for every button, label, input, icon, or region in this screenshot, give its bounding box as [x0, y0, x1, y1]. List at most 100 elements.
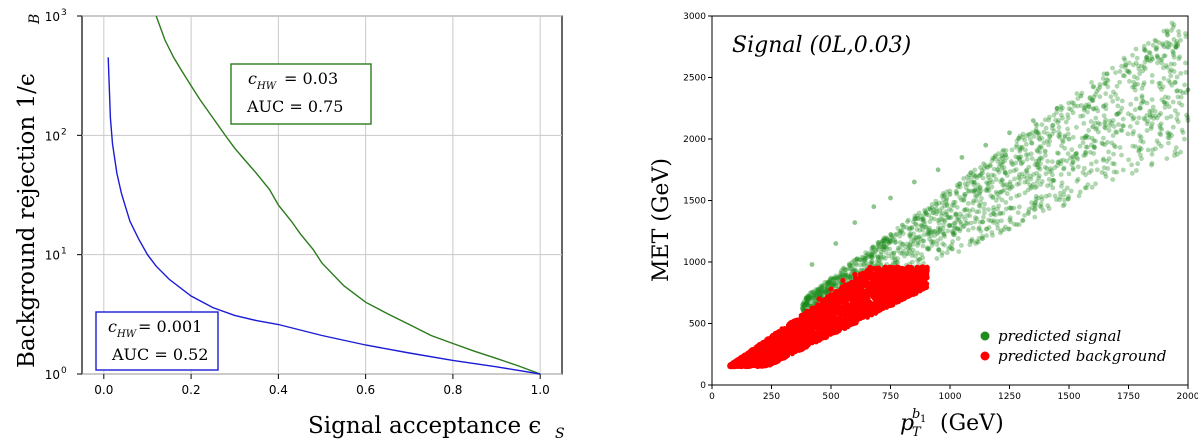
background-point — [890, 274, 897, 280]
background-point — [779, 348, 786, 354]
background-point — [794, 320, 800, 326]
background-point — [899, 267, 905, 273]
background-point — [754, 357, 760, 363]
signal-point — [940, 230, 946, 235]
background-point — [808, 338, 814, 344]
background-point — [878, 301, 885, 307]
signal-point — [979, 196, 984, 201]
background-point — [818, 312, 824, 318]
background-point — [763, 356, 769, 362]
background-point — [765, 362, 772, 368]
background-point — [780, 330, 786, 336]
background-point — [913, 268, 919, 274]
signal-point — [1165, 32, 1170, 38]
background-point — [739, 357, 745, 363]
background-point — [759, 361, 765, 367]
signal-point — [1153, 46, 1159, 51]
signal-point — [897, 230, 903, 236]
background-point — [731, 360, 737, 366]
background-point — [755, 359, 761, 365]
signal-point — [874, 244, 880, 250]
signal-point — [1094, 89, 1100, 94]
background-point — [920, 281, 926, 287]
background-point — [813, 307, 819, 313]
background-point — [902, 269, 909, 275]
background-point — [881, 275, 888, 281]
signal-point — [1103, 102, 1109, 108]
background-point — [904, 294, 910, 300]
background-point — [828, 319, 834, 325]
background-point — [740, 361, 746, 367]
background-point — [766, 340, 772, 346]
signal-point — [846, 262, 852, 268]
background-point — [760, 363, 766, 369]
background-point — [891, 295, 897, 301]
signal-point — [1122, 64, 1128, 70]
signal-point — [993, 189, 999, 195]
background-point — [913, 276, 920, 282]
signal-point — [918, 213, 924, 219]
background-point — [818, 308, 825, 314]
background-point — [916, 280, 922, 286]
background-point — [732, 362, 738, 368]
signal-point — [1013, 167, 1019, 173]
background-point — [740, 356, 746, 362]
background-point — [848, 294, 854, 300]
background-point — [815, 304, 821, 310]
background-point — [727, 363, 733, 369]
signal-point — [1016, 135, 1022, 141]
background-point — [776, 333, 782, 339]
background-point — [789, 340, 795, 346]
signal-point — [815, 296, 821, 302]
background-point — [766, 355, 772, 361]
roc-y-tick-exponent: 2 — [61, 127, 67, 137]
signal-point — [822, 283, 827, 289]
signal-point — [882, 256, 888, 261]
signal-point — [905, 251, 911, 257]
roc-y-tick-label: 10 — [45, 249, 60, 263]
background-point — [922, 270, 928, 276]
background-point — [752, 358, 759, 364]
signal-point — [1027, 182, 1033, 188]
signal-point — [946, 223, 952, 228]
background-point — [909, 265, 915, 271]
background-point — [776, 352, 782, 358]
signal-point — [889, 233, 895, 239]
background-point — [773, 358, 779, 364]
signal-point — [995, 206, 1000, 212]
signal-point — [951, 199, 956, 205]
background-point — [826, 316, 832, 322]
signal-point — [983, 142, 989, 148]
signal-point — [1167, 69, 1173, 74]
signal-point — [1003, 152, 1008, 158]
signal-point — [1125, 111, 1131, 117]
background-point — [867, 299, 873, 305]
signal-point — [1150, 147, 1155, 153]
background-point — [743, 361, 749, 367]
signal-point — [851, 267, 857, 273]
background-point — [737, 357, 743, 363]
background-point — [782, 334, 788, 340]
signal-point — [1111, 143, 1117, 148]
background-point — [731, 363, 737, 369]
background-point — [770, 340, 776, 346]
background-point — [816, 308, 823, 314]
background-point — [743, 356, 749, 363]
background-point — [753, 360, 759, 366]
signal-point — [1110, 161, 1115, 166]
background-point — [816, 310, 822, 316]
background-point — [813, 323, 819, 330]
background-point — [834, 322, 841, 328]
background-point — [739, 360, 746, 366]
background-point — [803, 335, 809, 341]
background-point — [729, 363, 735, 369]
signal-point — [853, 276, 859, 282]
background-point — [893, 284, 899, 290]
background-point — [737, 360, 743, 366]
signal-point — [1172, 80, 1178, 86]
background-point — [787, 331, 793, 337]
signal-point — [800, 317, 806, 322]
background-point — [791, 329, 798, 335]
background-point — [833, 289, 839, 295]
